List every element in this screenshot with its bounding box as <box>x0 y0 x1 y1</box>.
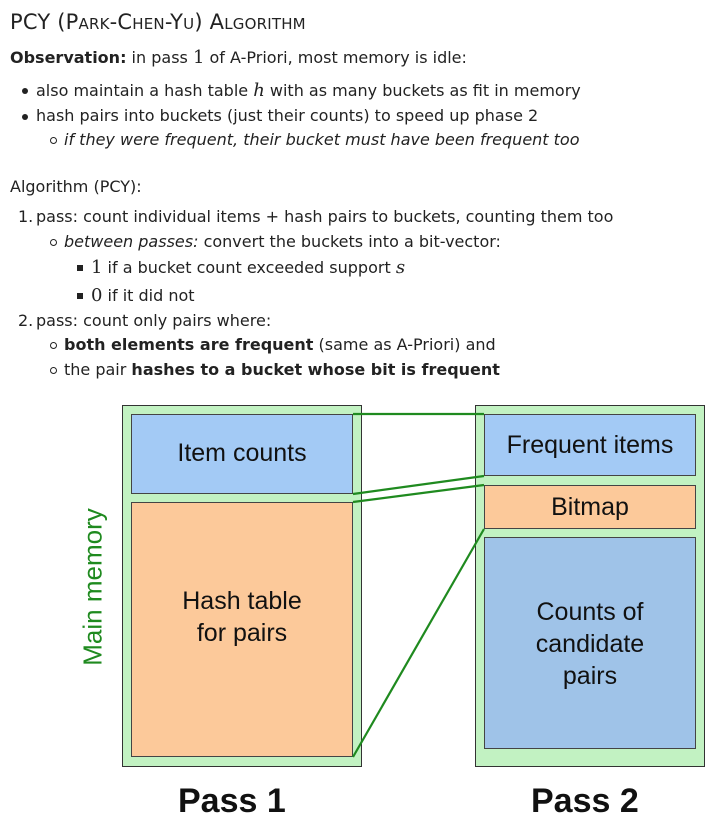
algorithm-step-1: 1. pass: count individual items + hash pa… <box>18 207 614 226</box>
step-2-sub-2: the pair hashes to a bucket whose bit is… <box>50 360 500 379</box>
counts-label-2: candidate <box>535 630 645 658</box>
pass-2-label: Pass 2 <box>531 782 639 820</box>
bitmap-label: Bitmap <box>551 493 629 521</box>
item-counts-box: Item counts <box>131 414 353 494</box>
connector-item-counts <box>352 474 485 496</box>
hash-table-label-2: for pairs <box>196 619 288 647</box>
observation-sub-bullet: if they were frequent, their bucket must… <box>50 130 580 149</box>
step-2-text: pass: count only pairs where: <box>36 311 272 330</box>
step-1-item-1: 1 if a bucket count exceeded support s <box>76 257 406 278</box>
frequent-items-label: Frequent items <box>506 431 674 459</box>
step-1-sub: between passes: convert the buckets into… <box>50 232 501 251</box>
bullet-1-after: with as many buckets as fit in memory <box>264 81 581 100</box>
math-s: s <box>395 257 406 278</box>
observation-bullet-2: hash pairs into buckets (just their coun… <box>21 106 539 125</box>
step-2-sub-1: both elements are frequent (same as A-Pr… <box>50 335 496 354</box>
math-h: h <box>253 80 265 101</box>
bullet-1-before: also maintain a hash table <box>36 81 254 100</box>
observation-line: Observation: in pass 1 of A-Priori, most… <box>10 47 467 68</box>
observation-text-after: of A-Priori, most memory is idle: <box>204 48 467 67</box>
step-1-sub-text: convert the buckets into a bit-vector: <box>198 232 501 251</box>
observation-bullet-1: also maintain a hash table h with as man… <box>22 80 581 101</box>
observation-text-before: in pass <box>126 48 193 67</box>
math-0: 0 <box>91 285 103 306</box>
hash-table-box: Hash table for pairs <box>131 502 353 757</box>
connector-bitmap-bottom <box>352 528 485 758</box>
step-2-sub-1-text: (same as A-Priori) and <box>313 335 496 354</box>
frequent-items-box: Frequent items <box>484 414 696 476</box>
step-1-text: pass: count individual items + hash pair… <box>36 207 614 226</box>
algorithm-step-2: 2. pass: count only pairs where: <box>18 311 272 330</box>
observation-label: Observation: <box>10 48 127 67</box>
step-2-number: 2. <box>18 311 34 330</box>
bullet-2-text: hash pairs into buckets (just their coun… <box>36 106 539 125</box>
step-2-sub-2-bold: hashes to a bucket whose bit is frequent <box>131 360 500 379</box>
title-name: Park-Chen-Yu <box>65 10 195 34</box>
step-1-sub-italic: between passes: <box>64 232 199 251</box>
page-title: PCY (Park-Chen-Yu) Algorithm <box>10 10 306 34</box>
title-prefix: PCY ( <box>10 10 66 34</box>
step-1-item-2: 0 if it did not <box>77 285 195 306</box>
algorithm-label: Algorithm (PCY): <box>10 177 142 196</box>
observation-pass-number: 1 <box>192 47 205 68</box>
pass-1-label: Pass 1 <box>178 782 286 820</box>
step-1-number: 1. <box>18 207 34 226</box>
item-counts-label: Item counts <box>177 439 307 467</box>
item-2-text: if it did not <box>102 286 195 305</box>
candidate-counts-box: Counts of candidate pairs <box>484 537 696 749</box>
math-1: 1 <box>91 257 103 278</box>
algorithm-label-text: Algorithm (PCY): <box>10 177 142 196</box>
hash-table-label-1: Hash table <box>182 587 302 615</box>
sub-bullet-text: if they were frequent, their bucket must… <box>64 130 580 149</box>
step-2-sub-1-bold: both elements are frequent <box>64 335 314 354</box>
bitmap-box: Bitmap <box>484 485 696 529</box>
item-1-text: if a bucket count exceeded support <box>102 258 396 277</box>
title-suffix: ) Algorithm <box>194 10 306 34</box>
connector-bitmap-top <box>352 483 485 504</box>
step-2-sub-2-text: the pair <box>64 360 132 379</box>
counts-label-3: pairs <box>562 662 618 690</box>
counts-label-1: Counts of <box>536 598 644 626</box>
